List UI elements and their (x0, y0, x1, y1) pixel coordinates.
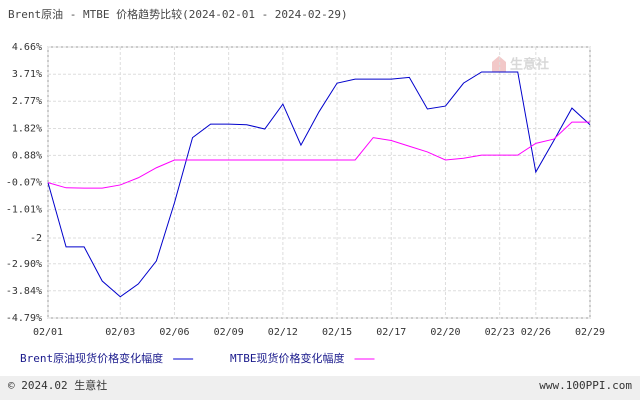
y-tick-label: 4.66% (12, 42, 42, 53)
logo-icon (492, 56, 506, 72)
y-tick-label: 0.88% (12, 150, 42, 161)
series-line (47, 71, 591, 298)
y-tick-label: 3.71% (12, 69, 42, 80)
footer-band (0, 376, 640, 400)
footer-right: www.100PPI.com (539, 379, 632, 392)
x-tick-label: 02/01 (33, 327, 63, 338)
x-tick-label: 02/12 (268, 327, 298, 338)
y-tick-label: 1.82% (12, 123, 42, 134)
legend-label: MTBE现货价格变化幅度 (230, 351, 345, 365)
watermark: 生意社 (510, 57, 549, 73)
y-tick-label: -0.07% (6, 178, 42, 189)
x-tick-label: 02/15 (322, 327, 352, 338)
footer-left: © 2024.02 生意社 (8, 378, 107, 392)
x-tick-label: 02/20 (430, 327, 460, 338)
x-tick-label: 02/17 (376, 327, 406, 338)
x-tick-label: 02/09 (214, 327, 244, 338)
legend-label: Brent原油现货价格变化幅度 (20, 351, 163, 365)
y-tick-label: -4.79% (6, 313, 42, 324)
y-tick-label: -3.84% (6, 286, 42, 297)
watermark-logo: 生意社 (492, 56, 549, 73)
x-tick-label: 02/03 (105, 327, 135, 338)
y-tick-label: -1.01% (6, 205, 42, 216)
x-tick-label: 02/26 (521, 327, 551, 338)
chart-title: Brent原油 - MTBE 价格趋势比较(2024-02-01 - 2024-… (8, 7, 348, 21)
x-tick-label: 02/23 (485, 327, 515, 338)
y-tick-label: -2.90% (6, 259, 42, 270)
y-tick-label: 2.77% (12, 96, 42, 107)
y-tick-label: -2 (30, 233, 42, 244)
series-line (47, 121, 590, 189)
x-tick-label: 02/29 (575, 327, 605, 338)
x-tick-label: 02/06 (159, 327, 189, 338)
